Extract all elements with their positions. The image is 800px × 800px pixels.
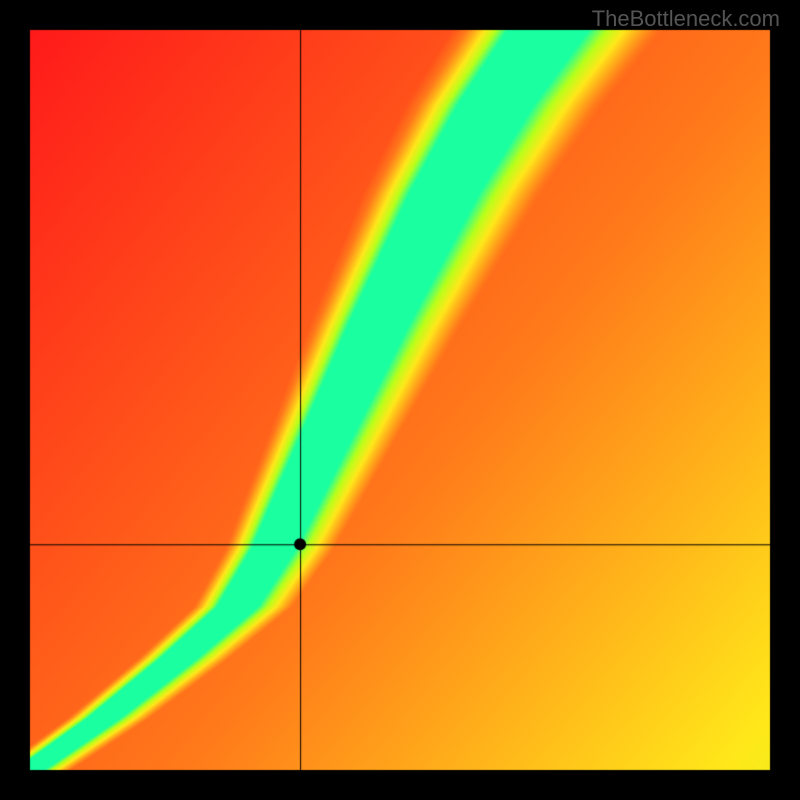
heatmap-canvas	[0, 0, 800, 800]
chart-root: TheBottleneck.com	[0, 0, 800, 800]
watermark-text: TheBottleneck.com	[592, 6, 780, 32]
